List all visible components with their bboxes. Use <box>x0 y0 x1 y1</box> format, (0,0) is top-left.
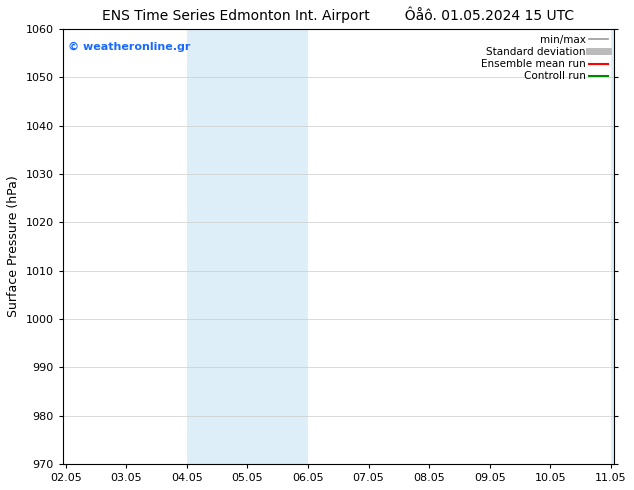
Y-axis label: Surface Pressure (hPa): Surface Pressure (hPa) <box>7 175 20 318</box>
Legend: min/max, Standard deviation, Ensemble mean run, Controll run: min/max, Standard deviation, Ensemble me… <box>477 31 612 85</box>
Bar <box>611 29 634 464</box>
Bar <box>247 29 308 464</box>
Bar <box>187 29 247 464</box>
Title: ENS Time Series Edmonton Int. Airport        Ôåô. 01.05.2024 15 UTC: ENS Time Series Edmonton Int. Airport Ôå… <box>102 7 574 24</box>
Text: © weatheronline.gr: © weatheronline.gr <box>68 42 191 52</box>
